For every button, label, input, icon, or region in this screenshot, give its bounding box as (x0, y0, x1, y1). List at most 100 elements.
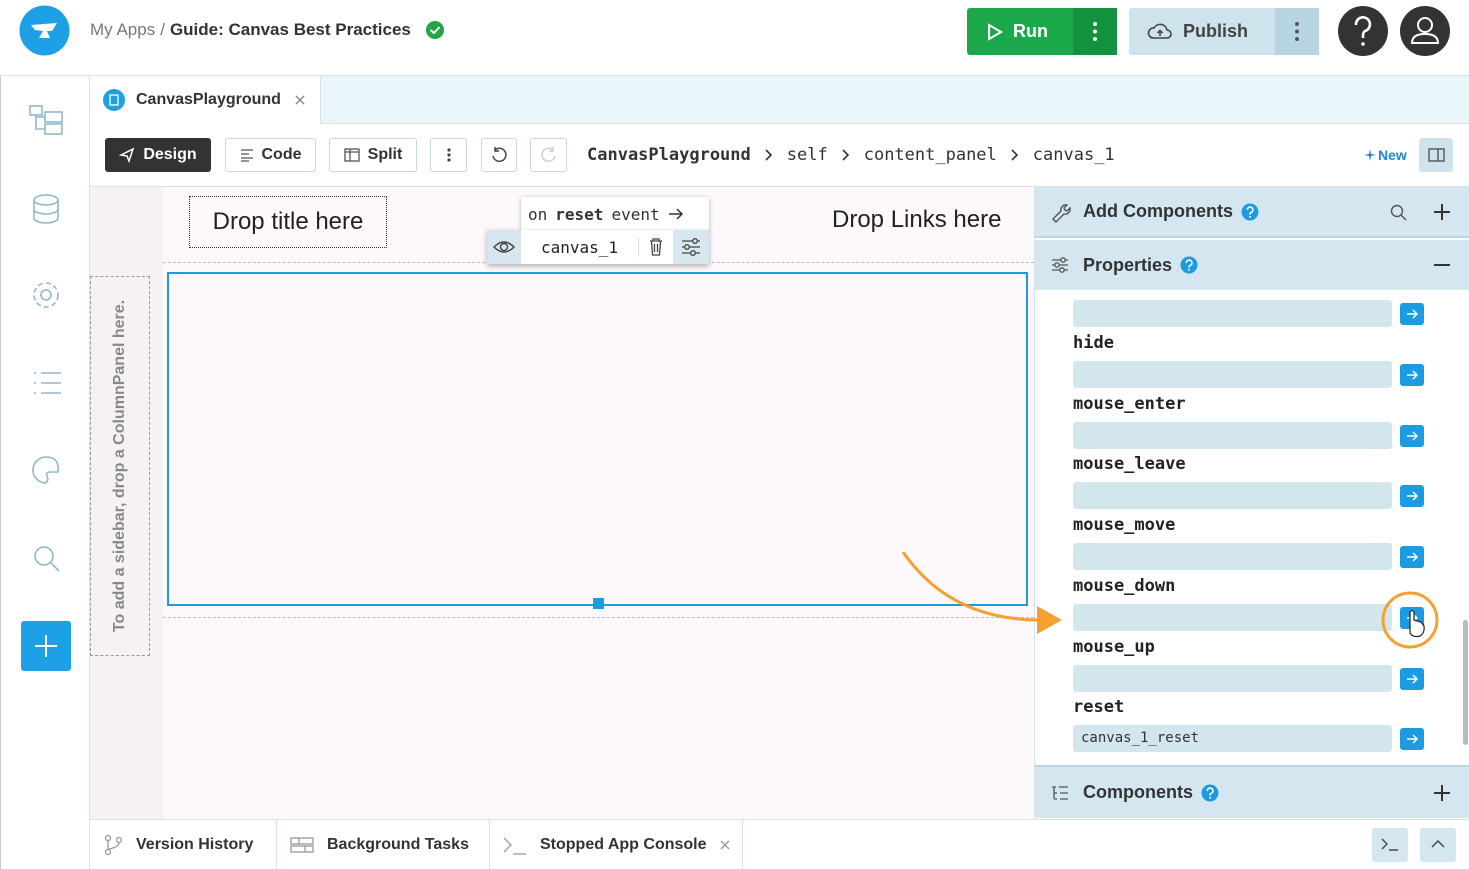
new-button[interactable]: New (1364, 144, 1407, 166)
publish-button[interactable]: Publish (1129, 8, 1319, 55)
path-segment[interactable]: content_panel (863, 145, 997, 165)
help-button[interactable] (1337, 5, 1389, 57)
logo[interactable] (19, 5, 70, 56)
bottom-tab[interactable]: Background Tasks (277, 820, 490, 869)
breadcrumb-separator: / (160, 20, 165, 39)
event-input[interactable] (1073, 543, 1392, 571)
event-go-button[interactable] (1400, 546, 1424, 569)
sidebar-dropzone[interactable]: To add a sidebar, drop a ColumnPanel her… (90, 276, 150, 656)
delete-button[interactable] (639, 230, 673, 264)
split-button[interactable]: Split (329, 138, 417, 172)
redo-button[interactable] (530, 138, 567, 172)
run-button[interactable]: Run (967, 8, 1117, 55)
resize-handle[interactable] (593, 598, 604, 609)
bottom-bar: Version History Background Tasks Stopped A… (90, 819, 1469, 869)
toolbar: Design Code Split CanvasPlayground self co… (90, 124, 1469, 187)
sidebar-column (90, 187, 163, 819)
design-label: Design (143, 146, 197, 163)
event-input[interactable] (1073, 421, 1392, 449)
properties-title: Properties (1083, 254, 1173, 275)
help-icon[interactable] (1201, 784, 1219, 802)
app-browser-icon[interactable] (29, 105, 63, 135)
design-button[interactable]: Design (105, 138, 211, 172)
expand-button[interactable] (1420, 828, 1456, 862)
event-name: mouse_up (1073, 636, 1155, 657)
add-button[interactable] (21, 621, 71, 671)
canvas-component[interactable] (167, 272, 1028, 606)
theme-icon[interactable] (32, 456, 60, 484)
path-segment[interactable]: canvas_1 (1032, 145, 1115, 165)
app-title: Guide: Canvas Best Practices (169, 20, 411, 39)
search-icon[interactable] (34, 546, 60, 572)
bottom-tab-label: Version History (136, 835, 254, 853)
event-input[interactable] (1073, 603, 1392, 631)
event-go-button[interactable] (1400, 303, 1424, 325)
event-link[interactable]: on reset event (521, 197, 709, 231)
event-input[interactable] (1073, 482, 1392, 510)
title-dropzone[interactable]: Drop title here (189, 196, 387, 248)
add-components-header[interactable]: Add Components (1035, 187, 1469, 238)
event-input[interactable] (1073, 664, 1392, 692)
path-chevron (842, 149, 850, 161)
sidebar-icons (29, 105, 63, 572)
cloud-icon (1147, 23, 1172, 39)
component-path: CanvasPlayground self content_panel canvas_… (587, 140, 1115, 170)
event-go-button[interactable] (1400, 728, 1424, 751)
right-panel: Add Components Properties hide mouse_ente… (1034, 187, 1469, 819)
data-icon[interactable] (33, 194, 59, 224)
close-console[interactable] (719, 839, 731, 851)
scrollbar[interactable] (1463, 620, 1468, 745)
popup-event-word: event (611, 204, 660, 224)
bottom-tab[interactable]: Version History (90, 820, 277, 869)
bottom-tab-label: Background Tasks (327, 835, 469, 853)
path-segment[interactable]: CanvasPlayground (587, 145, 751, 165)
properties-header[interactable]: Properties (1035, 240, 1469, 290)
console-button[interactable] (1372, 828, 1408, 862)
event-go-button[interactable] (1400, 606, 1424, 629)
popup-event-name: reset (555, 204, 604, 224)
event-list: hide mouse_enter mouse_leave mouse_move mous… (1035, 290, 1469, 766)
popup-event-on: on (528, 204, 548, 224)
add-components-title: Add Components (1083, 201, 1233, 221)
event-name: mouse_enter (1073, 393, 1186, 414)
bottom-tab[interactable]: Stopped App Console (490, 820, 743, 869)
publish-menu[interactable] (1275, 8, 1319, 55)
properties-button[interactable] (673, 230, 709, 264)
header: My Apps / Guide: Canvas Best Practices R… (0, 0, 1469, 76)
event-go-button[interactable] (1400, 364, 1424, 386)
panel-toggle[interactable] (1419, 138, 1453, 172)
drop-links[interactable]: Drop Links here (832, 206, 1002, 233)
path-segment[interactable]: self (786, 145, 828, 165)
drop-title: Drop title here (212, 208, 364, 235)
more-button[interactable] (430, 138, 467, 172)
undo-button[interactable] (481, 138, 517, 172)
event-go-button[interactable] (1400, 424, 1424, 447)
event-input[interactable] (1073, 300, 1392, 327)
event-go-button[interactable] (1400, 485, 1424, 508)
run-menu[interactable] (1073, 8, 1117, 55)
help-icon[interactable] (1241, 203, 1259, 221)
tab-close[interactable] (293, 93, 307, 107)
event-input[interactable]: canvas_1_reset (1073, 725, 1392, 753)
split-label: Split (367, 146, 403, 163)
event-input[interactable] (1073, 361, 1392, 388)
sidebar-hint: To add a sidebar, drop a ColumnPanel her… (111, 299, 128, 633)
components-header[interactable]: Components (1035, 765, 1469, 818)
help-icon[interactable] (1180, 256, 1198, 274)
tab-label: CanvasPlayground (136, 91, 281, 108)
dashed-line (163, 617, 1034, 618)
code-button[interactable]: Code (225, 138, 316, 172)
settings-icon[interactable] (33, 282, 59, 308)
list-icon[interactable] (34, 372, 61, 394)
code-label: Code (261, 146, 302, 163)
left-sidebar (0, 76, 90, 869)
form-tab[interactable]: CanvasPlayground (90, 76, 321, 124)
visibility-button[interactable] (487, 230, 521, 264)
event-go-button[interactable] (1400, 667, 1424, 690)
profile-button[interactable] (1399, 5, 1451, 57)
status-check (425, 21, 444, 39)
tab-bar: CanvasPlayground (90, 76, 1469, 124)
path-chevron (1011, 149, 1019, 161)
breadcrumb-root[interactable]: My Apps (90, 20, 156, 39)
design-canvas: To add a sidebar, drop a ColumnPanel her… (90, 187, 1034, 819)
